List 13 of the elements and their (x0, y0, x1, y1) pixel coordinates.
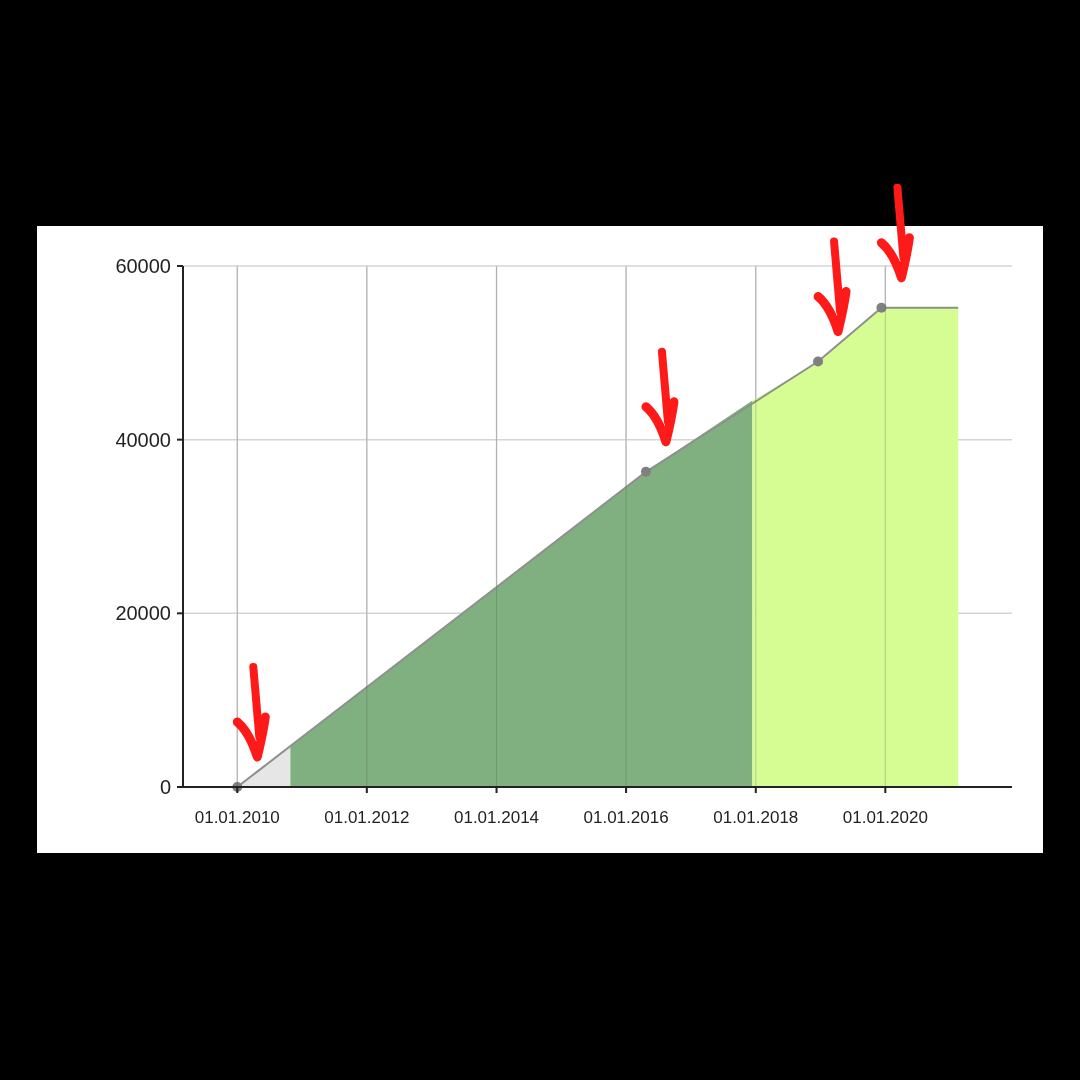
x-tick-label: 01.01.2012 (324, 808, 410, 827)
y-tick-label: 20000 (115, 602, 171, 625)
point (640, 466, 651, 477)
y-tick-label: 0 (159, 776, 171, 798)
x-tick-label: 01.01.2018 (713, 808, 799, 827)
point (876, 302, 887, 313)
x-tick-label: 01.01.2020 (842, 808, 928, 827)
y-tick-label: 40000 (115, 428, 171, 451)
y-tick-label: 60000 (115, 255, 171, 277)
point (813, 356, 824, 367)
x-tick-label: 01.01.2010 (194, 808, 280, 827)
x-tick-label: 01.01.2014 (453, 808, 540, 827)
x-tick-label: 01.01.2016 (583, 808, 669, 827)
